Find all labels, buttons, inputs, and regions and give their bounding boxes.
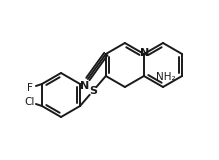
Text: NH₂: NH₂: [156, 72, 176, 82]
Text: N: N: [140, 48, 150, 58]
Text: N: N: [80, 81, 90, 91]
Text: S: S: [89, 86, 97, 96]
Text: Cl: Cl: [25, 97, 35, 107]
Text: F: F: [27, 83, 33, 93]
